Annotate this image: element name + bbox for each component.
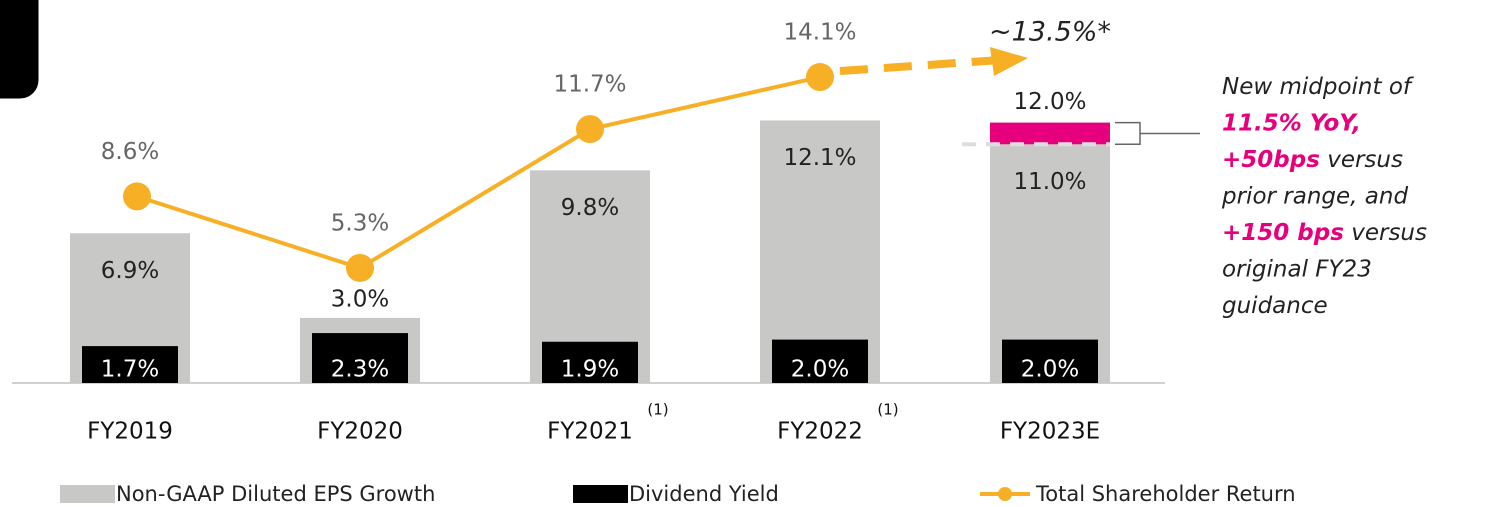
annotation-line: +150 bps versus bbox=[1222, 220, 1427, 246]
annotation-line: +50bps versus bbox=[1222, 147, 1403, 173]
annotation-line: 11.5% YoY, bbox=[1222, 110, 1361, 136]
legend-label: Dividend Yield bbox=[629, 482, 779, 506]
x-tick-label: FY2022 bbox=[777, 419, 863, 445]
dividend-bar bbox=[82, 346, 178, 383]
dividend-label: 2.0% bbox=[1021, 357, 1079, 383]
tsr-point bbox=[576, 115, 604, 144]
dividend-bar bbox=[1002, 339, 1098, 383]
legend-swatch bbox=[573, 485, 628, 503]
tsr-label: 11.7% bbox=[553, 72, 626, 98]
x-tick-label: FY2020 bbox=[317, 419, 403, 445]
x-tick-label: FY2019 bbox=[87, 419, 173, 445]
tsr-line bbox=[136, 75, 821, 271]
legend-swatch bbox=[60, 485, 115, 503]
annotation-text: versus bbox=[1320, 147, 1403, 173]
tsr-point bbox=[346, 253, 374, 282]
eps-label: 12.1% bbox=[783, 145, 856, 171]
eps-label: 9.8% bbox=[561, 195, 619, 221]
estimate-arrowhead bbox=[990, 47, 1028, 76]
eps-label: 11.0% bbox=[1013, 169, 1086, 195]
footnote-marker: (1) bbox=[877, 401, 898, 419]
tsr-point bbox=[806, 63, 834, 92]
annotation-text: New midpoint of bbox=[1222, 74, 1414, 100]
eps-bar bbox=[760, 120, 880, 384]
annotation-text: guidance bbox=[1222, 293, 1328, 319]
corner-badge bbox=[0, 0, 42, 102]
tsr-label: 8.6% bbox=[101, 139, 159, 165]
annotation-text: +50bps bbox=[1222, 147, 1320, 173]
tsr-label: 5.3% bbox=[331, 210, 389, 236]
dividend-bar bbox=[772, 339, 868, 383]
legend-label: Non-GAAP Diluted EPS Growth bbox=[116, 482, 435, 506]
annotation-line: guidance bbox=[1222, 293, 1328, 319]
estimate-arrow bbox=[839, 56, 1001, 76]
annotation-text: 11.5% YoY, bbox=[1222, 110, 1361, 136]
guidance-range bbox=[990, 122, 1110, 145]
annotation-text: +150 bps bbox=[1222, 220, 1344, 246]
range-high-label: 12.0% bbox=[1013, 89, 1086, 115]
annotation-line: New midpoint of bbox=[1222, 74, 1414, 100]
x-tick-label: FY2023E bbox=[1000, 419, 1100, 445]
dividend-label: 2.0% bbox=[791, 357, 849, 383]
annotation-text: original FY23 bbox=[1222, 256, 1372, 282]
eps-label: 6.9% bbox=[101, 258, 159, 284]
dividend-label: 2.3% bbox=[331, 357, 389, 383]
eps-label: 3.0% bbox=[331, 286, 389, 312]
annotation-text: versus bbox=[1344, 220, 1427, 246]
dividend-label: 1.9% bbox=[561, 357, 619, 383]
footnote-marker: (1) bbox=[647, 401, 668, 419]
legend-label: Total Shareholder Return bbox=[1035, 482, 1296, 506]
tsr-point bbox=[123, 182, 151, 211]
annotation-line: prior range, and bbox=[1221, 183, 1408, 209]
tsr-label: 14.1% bbox=[783, 20, 856, 46]
annotation-text: prior range, and bbox=[1221, 183, 1408, 209]
x-tick-label: FY2021 bbox=[547, 419, 633, 445]
dividend-bar bbox=[312, 333, 408, 383]
legend-dot bbox=[998, 487, 1012, 501]
estimate-label: ~13.5%* bbox=[989, 17, 1111, 48]
dividend-bar bbox=[542, 341, 638, 383]
bracket bbox=[1115, 121, 1200, 146]
dividend-label: 1.7% bbox=[101, 357, 159, 383]
annotation-line: original FY23 bbox=[1222, 256, 1372, 282]
